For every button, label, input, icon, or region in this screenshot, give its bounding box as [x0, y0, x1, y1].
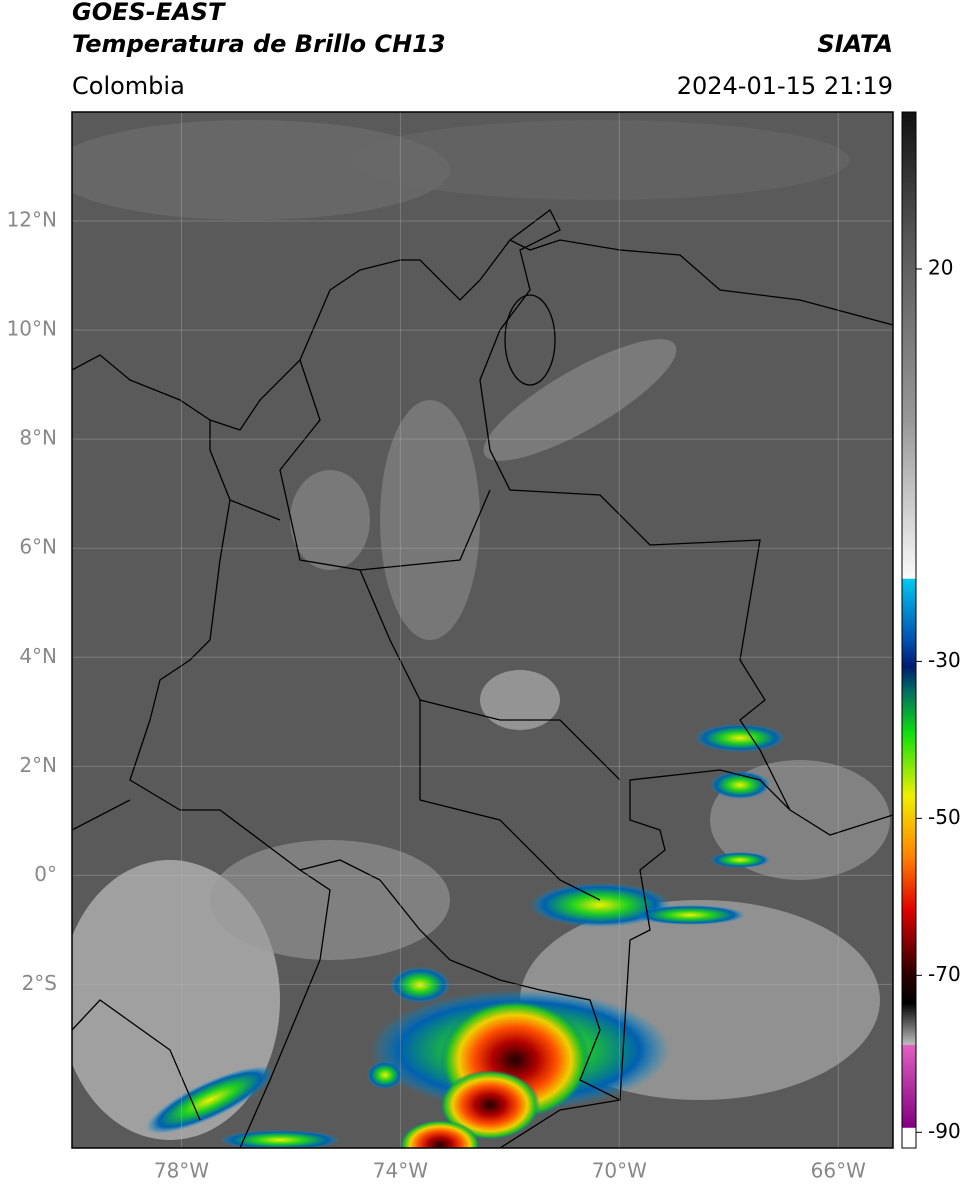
satellite-name: GOES-EAST: [72, 0, 226, 26]
colorbar-tick-label: -70: [928, 962, 961, 986]
lon-tick-label: 70°W: [592, 1159, 647, 1183]
colorbar-tick-label: -90: [928, 1119, 961, 1143]
satellite-image: [72, 112, 893, 1148]
colorbar-tick-label: -30: [928, 648, 961, 672]
colorbar: [901, 111, 917, 1149]
lat-tick-label: 6°N: [19, 535, 57, 559]
agency: SIATA: [817, 30, 893, 58]
lat-tick-label: 8°N: [19, 426, 57, 450]
lon-tick-label: 66°W: [811, 1159, 866, 1183]
lat-tick-label: 4°N: [19, 644, 57, 668]
colorbar-tick-label: 20: [928, 255, 953, 279]
lat-tick-label: 2°N: [19, 753, 57, 777]
lat-tick-label: 0°: [34, 862, 57, 886]
region: Colombia: [72, 72, 185, 100]
lon-tick-label: 74°W: [373, 1159, 428, 1183]
lon-tick-label: 78°W: [154, 1159, 209, 1183]
colorbar-tick-label: -50: [928, 805, 961, 829]
product-name: Temperatura de Brillo CH13: [72, 30, 446, 58]
lat-tick-label: 12°N: [7, 208, 57, 232]
lat-tick-label: 2°S: [22, 971, 57, 995]
datetime: 2024-01-15 21:19: [677, 72, 893, 100]
map-frame: [71, 111, 894, 1149]
graticule: [72, 112, 893, 1148]
lat-tick-label: 10°N: [7, 317, 57, 341]
